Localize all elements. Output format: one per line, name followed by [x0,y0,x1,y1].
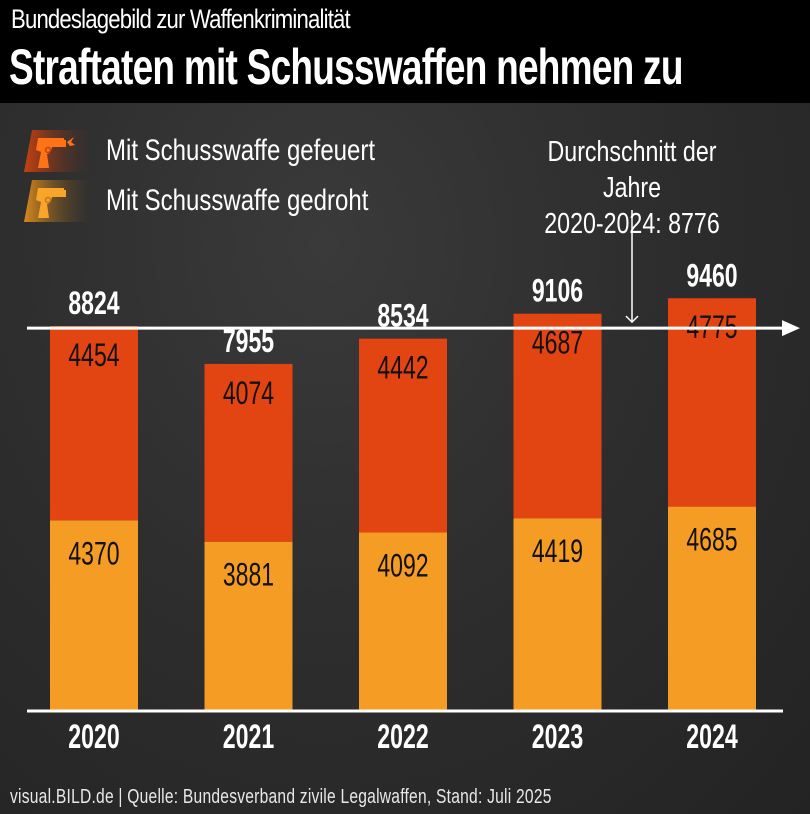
data-label-threatened: 4419 [532,534,583,570]
header-bar: Bundeslagebild zur Waffenkriminalität St… [0,0,810,103]
bar-segment-fired [359,338,447,533]
data-label-fired: 4454 [68,337,119,373]
legend-label-fired: Mit Schusswaffe gefeuert [106,134,376,167]
x-tick-label: 2020 [68,719,119,756]
page-title: Straftaten mit Schusswaffen nehmen zu [9,39,683,95]
annotation-pointer-arrowhead [625,315,639,324]
legend-item-fired: Mit Schusswaffe gefeuert [22,128,442,174]
x-tick-label: 2023 [532,719,583,756]
data-label-total: 8824 [68,285,120,321]
x-tick-label: 2024 [686,719,737,756]
bar-segment-fired [50,326,138,521]
data-label-threatened: 3881 [223,557,274,593]
data-label-total: 9106 [532,273,583,309]
source-footer: visual.BILD.de | Quelle: Bundesverband z… [10,786,552,808]
legend-badge-threatened [22,178,90,224]
bar-segment-threatened [668,506,756,711]
data-label-threatened: 4685 [686,522,737,558]
bar-segment-threatened [204,541,293,711]
bar-segment-fired [513,313,602,519]
pistol-icon [24,180,90,222]
data-label-fired: 4074 [223,375,274,411]
data-label-total: 9460 [686,258,737,294]
bar-segment-threatened [359,532,447,711]
legend-badge-fired [22,128,90,174]
legend-item-threatened: Mit Schusswaffe gedroht [22,178,434,224]
data-label-fired: 4687 [532,325,583,361]
bar-segment-fired [204,363,293,542]
x-tick-label: 2022 [377,719,428,756]
x-tick-label: 2021 [223,719,274,756]
average-annotation-line1: Durchschnitt der Jahre [547,136,717,204]
data-label-threatened: 4370 [68,536,119,572]
average-annotation: Durchschnitt der Jahre 2020-2024: 8776 [512,134,752,242]
subtitle: Bundeslagebild zur Waffenkriminalität [11,4,351,34]
legend-label-threatened: Mit Schusswaffe gedroht [106,184,369,217]
data-label-fired: 4442 [377,350,428,386]
bar-segment-threatened [513,518,602,711]
average-line-arrowhead [782,320,800,337]
data-label-threatened: 4092 [377,548,428,584]
bar-segment-fired [668,298,756,507]
pistol-firing-icon [24,130,90,172]
bar-segment-threatened [50,520,138,711]
